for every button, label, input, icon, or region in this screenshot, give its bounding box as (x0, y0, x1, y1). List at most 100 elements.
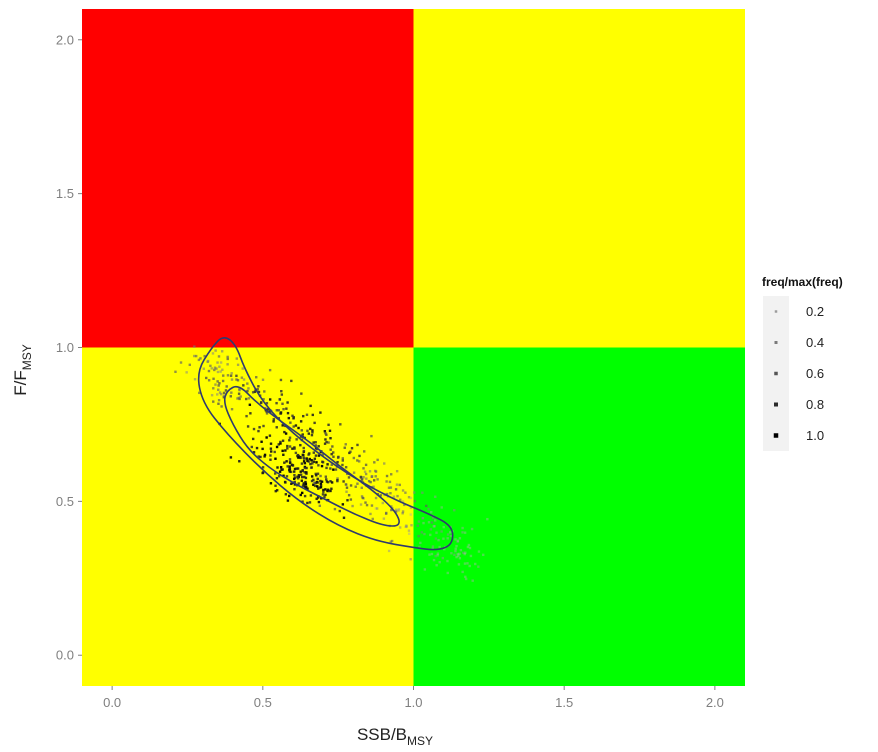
data-point (360, 495, 364, 498)
data-point (206, 359, 210, 363)
data-point (436, 554, 439, 557)
data-point (297, 475, 301, 479)
data-point (375, 507, 379, 510)
data-point (288, 439, 291, 442)
data-point (421, 516, 425, 520)
data-point (390, 505, 393, 508)
data-point (416, 524, 420, 527)
data-point (385, 480, 388, 483)
data-point (405, 524, 408, 527)
data-point (237, 396, 241, 400)
data-point (379, 494, 382, 497)
data-point (265, 436, 268, 439)
data-point (310, 466, 313, 469)
y-tick-label: 0.0 (56, 648, 74, 663)
data-point (401, 512, 404, 515)
data-point (307, 460, 310, 463)
data-point (197, 358, 201, 362)
data-point (418, 545, 421, 549)
data-point (342, 480, 345, 483)
data-point (279, 378, 283, 382)
data-point (290, 482, 293, 485)
data-point (294, 451, 298, 455)
data-point (310, 475, 314, 478)
data-point (281, 468, 284, 471)
data-point (309, 462, 312, 466)
data-point (268, 398, 272, 401)
data-point (449, 534, 453, 538)
data-point (312, 451, 315, 454)
data-point (247, 397, 251, 400)
data-point (296, 467, 300, 470)
data-point (220, 350, 224, 353)
data-point (371, 517, 374, 521)
data-point (269, 482, 273, 485)
data-point (336, 456, 340, 459)
data-point (275, 409, 279, 412)
data-point (279, 466, 283, 469)
data-point (442, 537, 445, 540)
data-point (299, 443, 302, 447)
data-point (433, 525, 437, 528)
data-point (270, 450, 273, 453)
data-point (327, 441, 330, 444)
data-point (364, 463, 368, 467)
data-point (288, 445, 292, 448)
data-point (389, 540, 393, 543)
data-point (217, 402, 220, 405)
data-point (311, 413, 314, 417)
data-point (308, 457, 311, 461)
data-point (324, 432, 327, 435)
y-tick-label: 0.5 (56, 494, 74, 509)
data-point (313, 481, 316, 485)
data-point (283, 461, 286, 464)
data-point (242, 384, 245, 387)
data-point (266, 408, 270, 411)
data-point (239, 395, 242, 398)
data-point (434, 537, 438, 540)
data-point (263, 453, 267, 457)
data-point (344, 466, 348, 469)
data-point (344, 483, 348, 486)
data-point (345, 490, 348, 493)
data-point (468, 564, 471, 568)
quadrant-overfished-no-overfishing (82, 347, 414, 686)
y-axis-title-main: F/F (11, 370, 30, 396)
data-point (193, 354, 196, 358)
data-point (226, 355, 229, 359)
data-point (370, 434, 373, 438)
data-point (314, 444, 317, 447)
data-point (463, 562, 467, 565)
data-point (471, 579, 474, 582)
data-point (319, 484, 323, 487)
data-point (370, 475, 374, 478)
data-point (454, 538, 457, 541)
data-point (214, 349, 217, 352)
data-point (457, 563, 461, 566)
data-point (432, 525, 436, 528)
data-point (285, 407, 288, 410)
data-point (265, 402, 269, 405)
data-point (373, 461, 376, 464)
data-point (286, 444, 289, 448)
data-point (246, 389, 249, 393)
data-point (430, 521, 434, 524)
data-point (363, 450, 366, 453)
data-point (477, 550, 481, 553)
data-point (319, 450, 323, 454)
data-point (409, 496, 413, 500)
data-point (461, 526, 464, 530)
data-point (409, 506, 413, 509)
data-point (272, 420, 275, 423)
data-point (299, 473, 303, 476)
data-point (413, 499, 417, 503)
data-point (299, 470, 302, 473)
data-point (207, 369, 211, 373)
data-point (310, 459, 313, 462)
data-point (202, 367, 206, 370)
data-point (358, 454, 361, 458)
data-point (345, 486, 349, 489)
data-point (446, 571, 449, 575)
data-point (291, 463, 294, 467)
